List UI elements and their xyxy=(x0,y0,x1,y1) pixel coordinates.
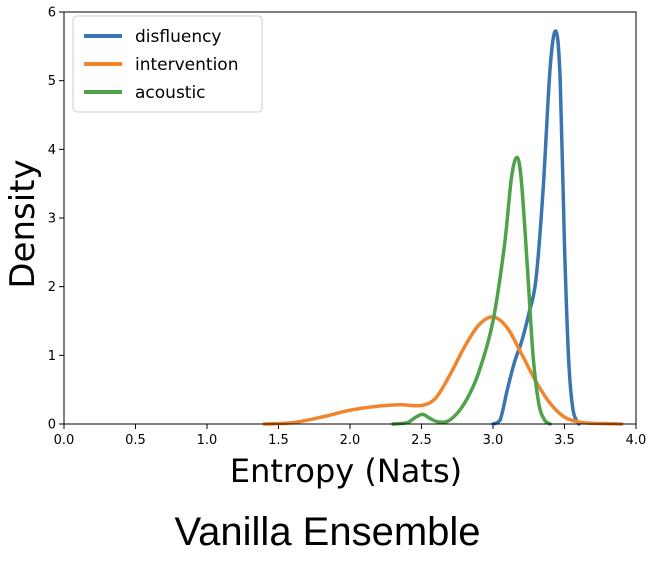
series-line-intervention xyxy=(262,315,624,426)
y-tick-label: 4 xyxy=(48,143,56,158)
x-tick-label: 3.5 xyxy=(554,433,575,448)
y-tick-label: 6 xyxy=(48,6,56,21)
series-line-acoustic xyxy=(391,155,552,426)
x-tick-label: 2.0 xyxy=(340,433,361,448)
x-tick-label: 1.5 xyxy=(268,433,289,448)
x-tick-label: 3.0 xyxy=(483,433,504,448)
y-tick-label: 5 xyxy=(48,74,56,89)
plot-frame xyxy=(63,11,637,425)
x-tick-label: 2.5 xyxy=(411,433,432,448)
y-tick-label: 2 xyxy=(48,280,56,295)
x-tick-label: 0.0 xyxy=(54,433,75,448)
legend-box xyxy=(72,15,263,113)
y-axis-ticks: 0 1 2 3 4 5 6 xyxy=(48,6,64,433)
x-tick-label: 4.0 xyxy=(626,433,647,448)
x-axis-label: Entropy (Nats) xyxy=(230,452,462,490)
series-line-disfluency xyxy=(491,29,581,426)
legend-label-acoustic: acoustic xyxy=(135,83,206,103)
x-axis-ticks: 0.0 0.5 1.0 1.5 2.0 2.5 3.0 3.5 4.0 xyxy=(54,424,647,448)
legend-label-intervention: intervention xyxy=(135,55,238,75)
density-chart: 0 1 2 3 4 5 6 0.0 0.5 1.0 1.5 2.0 2.5 3.0 3.5 4.0 Dens… xyxy=(3,6,647,491)
y-tick-label: 1 xyxy=(48,349,56,364)
legend: disfluency intervention acoustic xyxy=(72,15,263,113)
y-tick-label: 3 xyxy=(48,212,56,227)
y-tick-label: 0 xyxy=(48,418,56,433)
legend-label-disfluency: disfluency xyxy=(135,27,222,47)
figure-caption: Vanilla Ensemble xyxy=(174,510,481,554)
y-axis-label: Density xyxy=(3,159,43,288)
series-lines xyxy=(262,29,624,426)
x-tick-label: 0.5 xyxy=(125,433,146,448)
x-tick-label: 1.0 xyxy=(197,433,218,448)
